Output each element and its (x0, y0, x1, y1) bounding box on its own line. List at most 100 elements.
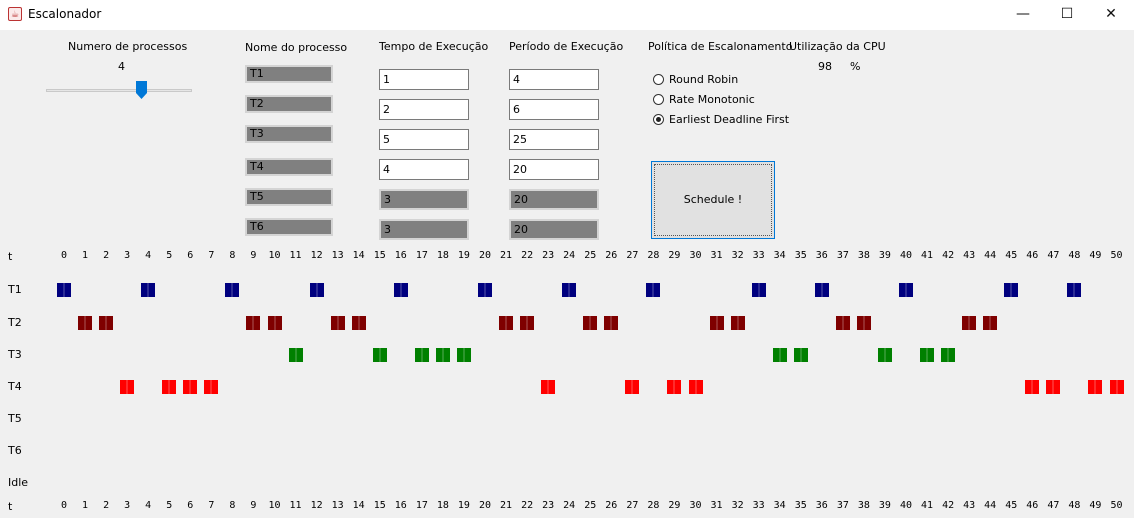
exec-period-input: 20 (509, 219, 599, 240)
time-tick-label: 45 (1005, 500, 1018, 511)
schedule-block (1046, 380, 1061, 394)
time-tick-label: 9 (250, 250, 257, 261)
time-tick-label: 47 (1047, 500, 1060, 511)
time-tick-label: 10 (268, 500, 281, 511)
schedule-block (920, 348, 935, 362)
exec-period-input: 20 (509, 189, 599, 210)
time-tick-label: 9 (250, 500, 257, 511)
exec-time-input[interactable]: 5 (379, 129, 469, 150)
time-tick-label: 26 (605, 250, 618, 261)
time-tick-label: 13 (331, 250, 344, 261)
timeline-row-label: T3 (8, 348, 22, 361)
process-name-field: T5 (245, 188, 333, 206)
schedule-block (1025, 380, 1040, 394)
time-tick-label: 8 (229, 500, 236, 511)
schedule-block (646, 283, 661, 297)
process-name-field: T6 (245, 218, 333, 236)
schedule-block (772, 348, 787, 362)
schedule-block (604, 316, 619, 330)
policy-label: Política de Escalonamento (648, 40, 793, 53)
schedule-block (162, 380, 177, 394)
time-tick-label: 1 (82, 500, 89, 511)
radio-rate-monotonic[interactable] (653, 94, 664, 105)
time-tick-label: 17 (415, 500, 428, 511)
process-count-label: Numero de processos (68, 40, 188, 53)
time-tick-label: 4 (145, 250, 152, 261)
radio-edf[interactable] (653, 114, 664, 125)
time-tick-label: 22 (521, 500, 534, 511)
exec-time-input[interactable]: 2 (379, 99, 469, 120)
schedule-block (99, 316, 114, 330)
exec-period-input[interactable]: 25 (509, 129, 599, 150)
time-tick-label: 15 (373, 250, 386, 261)
time-tick-label: 50 (1110, 250, 1123, 261)
time-tick-label: 11 (289, 500, 302, 511)
time-tick-label: 14 (352, 250, 365, 261)
schedule-block (625, 380, 640, 394)
exec-time-input[interactable]: 4 (379, 159, 469, 180)
exec-time-input[interactable]: 1 (379, 69, 469, 90)
timeline-row-label: T4 (8, 380, 22, 393)
time-tick-label: 19 (457, 500, 470, 511)
time-tick-label: 1 (82, 250, 89, 261)
policy-option-label[interactable]: Earliest Deadline First (669, 113, 790, 126)
schedule-block (478, 283, 492, 297)
schedule-block (57, 283, 71, 297)
exec-period-input[interactable]: 4 (509, 69, 599, 90)
exec-period-input[interactable]: 6 (509, 99, 599, 120)
radio-round-robin[interactable] (653, 74, 664, 85)
timeline-row-label: T5 (8, 412, 22, 425)
time-tick-label: 25 (584, 250, 597, 261)
process-count-slider[interactable] (46, 89, 192, 92)
close-button[interactable]: ✕ (1105, 6, 1117, 22)
time-tick-label: 3 (124, 500, 131, 511)
time-tick-label: 19 (457, 250, 470, 261)
time-tick-label: 33 (752, 250, 765, 261)
time-tick-label: 32 (731, 500, 744, 511)
schedule-block (78, 316, 93, 330)
exec-time-input: 3 (379, 189, 469, 210)
schedule-block (1088, 380, 1103, 394)
cpu-usage-unit: % (850, 60, 861, 73)
time-tick-label: 20 (478, 250, 492, 261)
time-tick-label: 28 (647, 500, 660, 511)
minimize-button[interactable]: — (1016, 6, 1030, 22)
process-name-header: Nome do processo (245, 41, 348, 54)
java-app-icon: ☕ (8, 7, 22, 21)
slider-thumb[interactable] (136, 81, 148, 99)
time-tick-label: 42 (942, 500, 955, 511)
maximize-button[interactable]: ☐ (1060, 6, 1074, 22)
schedule-block (1109, 380, 1124, 394)
time-tick-label: 27 (626, 500, 639, 511)
schedule-block (1004, 283, 1019, 297)
schedule-block (499, 316, 514, 330)
policy-option-label[interactable]: Round Robin (669, 73, 739, 86)
title-bar (0, 0, 1134, 30)
window-title: Escalonador (28, 7, 102, 21)
time-tick-label: 29 (668, 500, 681, 511)
time-tick-label: 24 (563, 500, 576, 511)
time-tick-label: 12 (310, 500, 323, 511)
time-tick-label: 44 (984, 250, 997, 261)
schedule-button[interactable]: Schedule ! (651, 161, 775, 239)
time-tick-label: 6 (187, 250, 194, 261)
process-count-value: 4 (118, 60, 125, 73)
time-tick-label: 16 (394, 500, 407, 511)
time-tick-label: 44 (984, 500, 997, 511)
schedule-block (435, 348, 450, 362)
exec-period-input[interactable]: 20 (509, 159, 599, 180)
policy-option-label[interactable]: Rate Monotonic (669, 93, 755, 106)
time-tick-label: 38 (857, 500, 870, 511)
schedule-block (730, 316, 745, 330)
time-tick-label: 35 (794, 500, 807, 511)
time-tick-label: 29 (668, 250, 681, 261)
time-tick-label: 27 (626, 250, 639, 261)
time-tick-label: 7 (208, 250, 215, 261)
time-tick-label: 28 (647, 250, 660, 261)
time-tick-label: 47 (1047, 250, 1060, 261)
time-tick-label: 5 (166, 500, 173, 511)
time-tick-label: 13 (331, 500, 344, 511)
time-tick-label: 26 (605, 500, 618, 511)
timeline-row-label: T6 (8, 444, 22, 457)
time-tick-label: 37 (836, 250, 849, 261)
